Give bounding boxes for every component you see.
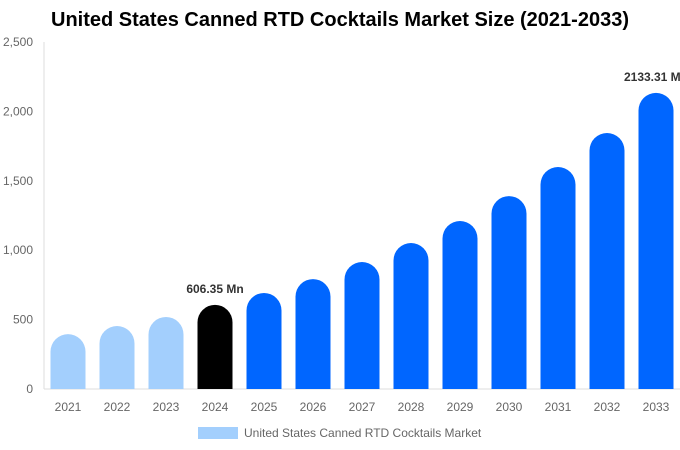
bar-2024	[197, 304, 233, 389]
y-tick-label: 1,500	[3, 174, 33, 188]
x-tick-label: 2031	[545, 400, 572, 414]
x-tick-label: 2026	[300, 400, 327, 414]
x-tick-label: 2028	[398, 400, 425, 414]
legend[interactable]: United States Canned RTD Cocktails Marke…	[198, 426, 481, 440]
y-tick-label: 0	[26, 382, 33, 396]
data-label-2024: 606.35 Mn	[186, 282, 243, 296]
bar-2023	[148, 316, 184, 389]
y-tick-label: 2,500	[3, 35, 33, 49]
data-label-2033: 2133.31 Mn	[624, 70, 680, 84]
x-tick-label: 2024	[202, 400, 229, 414]
bar-2026	[295, 279, 331, 389]
bar-2031	[540, 167, 576, 389]
x-tick-label: 2029	[447, 400, 474, 414]
y-tick-label: 500	[13, 313, 33, 327]
bar-2027	[344, 261, 380, 389]
y-tick-label: 1,000	[3, 243, 33, 257]
bar-2025	[246, 292, 282, 389]
x-tick-label: 2033	[643, 400, 670, 414]
x-tick-label: 2030	[496, 400, 523, 414]
bar-2033	[638, 92, 674, 389]
bar-2028	[393, 242, 429, 389]
bar-2029	[442, 221, 478, 389]
legend-swatch	[198, 427, 238, 439]
chart-title: United States Canned RTD Cocktails Marke…	[51, 9, 629, 31]
bar-2022	[99, 325, 135, 389]
x-tick-label: 2025	[251, 400, 278, 414]
bar-2032	[589, 133, 625, 389]
legend-label: United States Canned RTD Cocktails Marke…	[244, 426, 482, 440]
x-tick-label: 2021	[55, 400, 82, 414]
x-tick-label: 2023	[153, 400, 180, 414]
x-tick-label: 2027	[349, 400, 376, 414]
y-tick-label: 2,000	[3, 104, 33, 118]
bar-2030	[491, 196, 527, 389]
x-tick-label: 2022	[104, 400, 131, 414]
bar-2021	[50, 334, 86, 389]
x-tick-label: 2032	[594, 400, 621, 414]
